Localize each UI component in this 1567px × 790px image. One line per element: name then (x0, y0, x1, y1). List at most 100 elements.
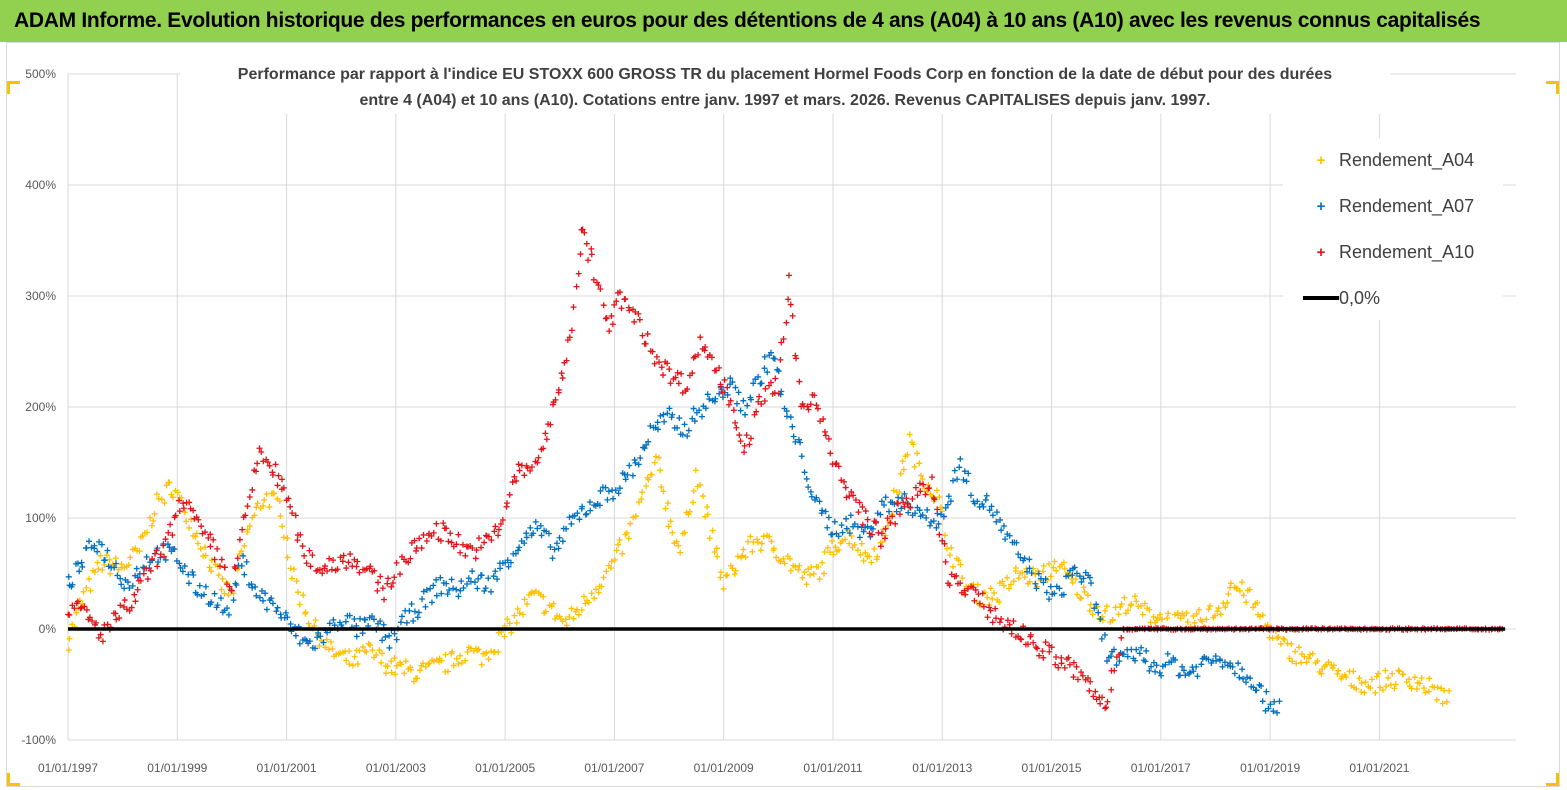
data-point-rendement-a07 (843, 525, 850, 532)
chart-legend[interactable]: + Rendement_A04 + Rendement_A07 + Rendem… (1283, 138, 1503, 320)
data-point-rendement-a04 (713, 545, 720, 552)
data-point-rendement-a04 (906, 431, 913, 438)
data-point-rendement-a04 (501, 633, 508, 640)
data-point-rendement-a10 (581, 229, 588, 236)
data-point-rendement-a10 (575, 270, 582, 277)
data-point-rendement-a07 (795, 436, 802, 443)
data-point-rendement-a10 (492, 523, 499, 530)
data-point-rendement-a04 (1389, 670, 1396, 677)
data-point-rendement-a04 (1080, 584, 1087, 591)
data-point-rendement-a07 (176, 560, 183, 567)
data-point-rendement-a07 (1000, 522, 1007, 529)
data-point-rendement-a07 (202, 583, 209, 590)
data-point-rendement-a10 (74, 598, 81, 605)
frame-handle-bottom-left[interactable] (7, 773, 20, 786)
data-point-rendement-a04 (652, 453, 659, 460)
data-point-rendement-a10 (117, 602, 124, 609)
data-point-rendement-a07 (162, 556, 169, 563)
data-point-rendement-a04 (276, 498, 283, 505)
data-point-rendement-a07 (1267, 701, 1274, 708)
frame-handle-bottom-right[interactable] (1546, 773, 1559, 786)
data-point-rendement-a04 (1318, 670, 1325, 677)
data-point-rendement-a04 (959, 574, 966, 581)
data-point-rendement-a04 (656, 454, 663, 461)
data-point-rendement-a04 (354, 660, 361, 667)
data-point-rendement-a04 (356, 647, 363, 654)
data-point-rendement-a10 (165, 529, 172, 536)
data-point-rendement-a10 (855, 509, 862, 516)
data-point-rendement-a04 (506, 620, 513, 627)
legend-label-a04: Rendement_A04 (1339, 149, 1475, 170)
data-point-rendement-a04 (603, 568, 610, 575)
data-point-rendement-a07 (118, 581, 125, 588)
data-point-rendement-a10 (481, 539, 488, 546)
data-point-rendement-a10 (478, 544, 485, 551)
data-point-rendement-a10 (207, 531, 214, 538)
data-point-rendement-a04 (1385, 674, 1392, 681)
data-point-rendement-a04 (302, 609, 309, 616)
data-point-rendement-a10 (71, 605, 78, 612)
data-point-rendement-a10 (542, 430, 549, 437)
data-point-rendement-a07 (576, 516, 583, 523)
data-point-rendement-a07 (816, 498, 823, 505)
data-point-rendement-a04 (939, 508, 946, 515)
data-point-rendement-a10 (385, 575, 392, 582)
data-point-rendement-a07 (727, 375, 734, 382)
data-point-rendement-a04 (1358, 688, 1365, 695)
data-point-rendement-a10 (674, 369, 681, 376)
y-tick-label: -100% (21, 733, 56, 747)
data-point-rendement-a10 (926, 485, 933, 492)
data-point-rendement-a10 (558, 370, 565, 377)
data-point-rendement-a07 (950, 477, 957, 484)
data-point-rendement-a04 (393, 662, 400, 669)
data-point-rendement-a04 (943, 545, 950, 552)
data-point-rendement-a07 (306, 638, 313, 645)
frame-handle-top-right[interactable] (1546, 81, 1559, 94)
data-point-rendement-a10 (672, 374, 679, 381)
data-point-rendement-a07 (1051, 590, 1058, 597)
chart-title-line-1: Performance par rapport à l'indice EU ST… (237, 66, 1333, 83)
data-point-rendement-a04 (692, 467, 699, 474)
data-point-rendement-a04 (346, 648, 353, 655)
frame-handle-top-left[interactable] (7, 81, 20, 94)
data-point-rendement-a04 (1193, 610, 1200, 617)
data-point-rendement-a04 (608, 558, 615, 565)
data-point-rendement-a04 (1047, 573, 1054, 580)
data-point-rendement-a04 (464, 648, 471, 655)
data-point-rendement-a07 (602, 484, 609, 491)
data-point-rendement-a04 (1443, 698, 1450, 705)
legend-marker-a07: + (1316, 197, 1326, 215)
data-point-rendement-a10 (202, 529, 209, 536)
data-point-rendement-a04 (1246, 586, 1253, 593)
data-point-rendement-a10 (772, 375, 779, 382)
data-point-rendement-a07 (583, 510, 590, 517)
data-point-rendement-a10 (622, 295, 629, 302)
data-point-rendement-a10 (631, 318, 638, 325)
data-point-rendement-a07 (1258, 683, 1265, 690)
data-point-rendement-a10 (608, 312, 615, 319)
data-point-rendement-a07 (94, 548, 101, 555)
data-point-rendement-a07 (1179, 663, 1186, 670)
data-point-rendement-a04 (1343, 674, 1350, 681)
data-point-rendement-a07 (612, 487, 619, 494)
data-point-rendement-a10 (132, 598, 139, 605)
data-point-rendement-a07 (194, 591, 201, 598)
data-point-rendement-a04 (1165, 610, 1172, 617)
data-point-rendement-a04 (660, 488, 667, 495)
data-point-rendement-a10 (568, 327, 575, 334)
data-point-rendement-a07 (912, 510, 919, 517)
data-point-rendement-a04 (717, 574, 724, 581)
data-point-rendement-a07 (494, 576, 501, 583)
data-point-rendement-a10 (445, 538, 452, 545)
data-point-rendement-a07 (974, 498, 981, 505)
data-point-rendement-a07 (616, 485, 623, 492)
data-point-rendement-a04 (675, 542, 682, 549)
data-point-rendement-a10 (256, 445, 263, 452)
data-point-rendement-a10 (1034, 645, 1041, 652)
data-point-rendement-a07 (1235, 660, 1242, 667)
data-point-rendement-a04 (690, 488, 697, 495)
data-point-rendement-a04 (709, 527, 716, 534)
data-point-rendement-a07 (1071, 564, 1078, 571)
data-point-rendement-a10 (792, 352, 799, 359)
data-point-rendement-a04 (467, 645, 474, 652)
